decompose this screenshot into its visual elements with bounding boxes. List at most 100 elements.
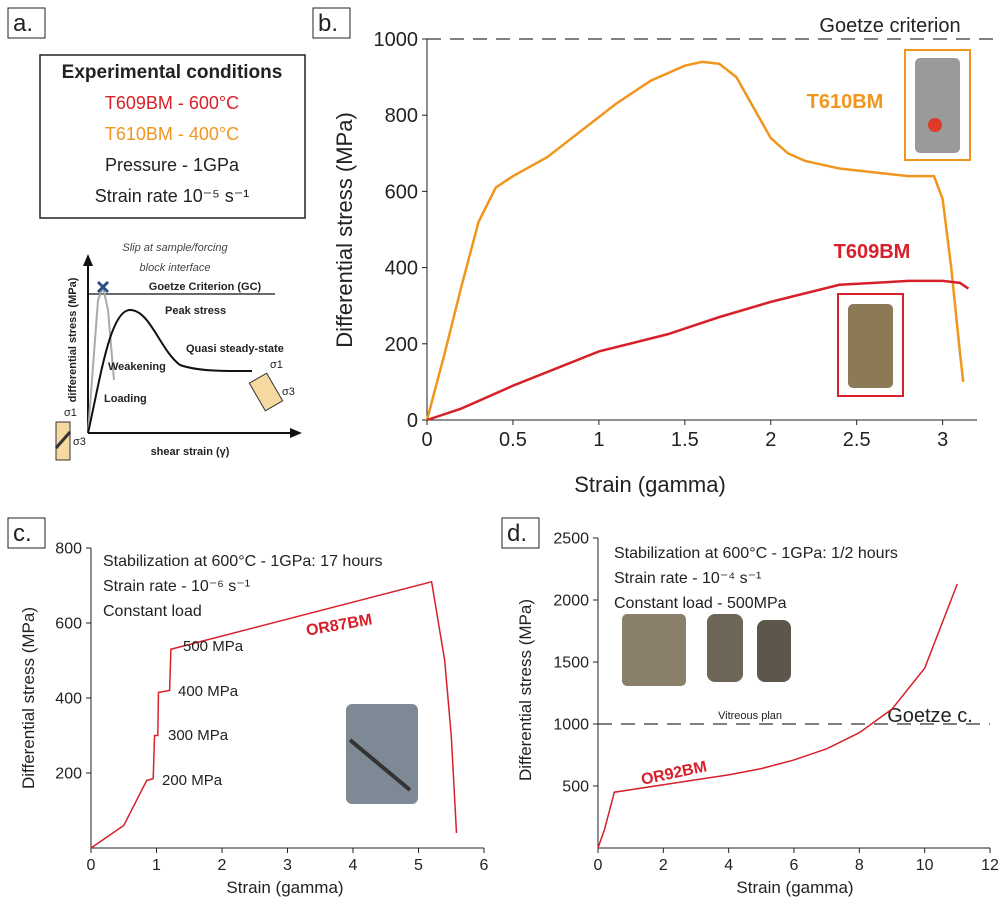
y-tick-label: 800	[55, 541, 82, 558]
arrow	[290, 428, 302, 438]
x-tick-label: 1	[593, 429, 604, 451]
photo	[757, 620, 791, 682]
x-tick-label: 2.5	[843, 429, 871, 451]
photo	[348, 738, 412, 792]
conditions-box	[39, 54, 306, 219]
x-tick-label: 0	[594, 857, 603, 874]
arrow	[83, 254, 93, 266]
schematic-curve	[87, 308, 253, 434]
sample-icon	[248, 372, 284, 412]
sample-icon	[54, 431, 72, 449]
annotation: 500 MPa	[183, 638, 244, 655]
x-tick-label: 8	[855, 857, 864, 874]
y-tick-label: 200	[385, 334, 418, 356]
y-tick-label: 2500	[553, 531, 589, 548]
data-line	[90, 580, 458, 849]
y-tick-label: 600	[385, 181, 418, 203]
x-tick-label: 2	[659, 857, 668, 874]
x-axis-label: Strain (gamma)	[574, 472, 726, 497]
series-label: T609BM	[834, 241, 911, 263]
x-axis-label: Strain (gamma)	[226, 878, 343, 897]
y-tick-label: 500	[562, 779, 589, 796]
annotation: Strain rate - 10⁻⁴ s⁻¹	[614, 570, 761, 587]
photo	[915, 58, 960, 153]
reference-label: Goetze c.	[887, 705, 973, 727]
y-tick-label: 200	[55, 766, 82, 783]
photo-frame	[904, 49, 971, 161]
label-box	[501, 517, 540, 549]
x-tick-label: 6	[480, 857, 489, 874]
condition: T610BM - 400°C	[105, 124, 239, 144]
x-tick-label: 1.5	[671, 429, 699, 451]
data-line	[425, 60, 965, 421]
y-tick-label: 400	[385, 258, 418, 280]
y-axis-label: Differential stress (MPa)	[19, 607, 38, 789]
x-tick-label: 4	[349, 857, 358, 874]
schematic-label: σ1	[64, 407, 77, 419]
schematic-label: differential stress (MPa)	[67, 277, 79, 402]
x-tick-label: 0.5	[499, 429, 527, 451]
x-tick-label: 5	[414, 857, 423, 874]
schematic-label: Weakening	[108, 361, 166, 373]
series-label: T610BM	[807, 91, 884, 113]
y-tick-label: 2000	[553, 593, 589, 610]
condition: T609BM - 600°C	[105, 93, 239, 113]
annotation: Constant load	[103, 603, 202, 620]
schematic-label: Goetze Criterion (GC)	[149, 281, 262, 293]
y-tick-label: 400	[55, 691, 82, 708]
panel-label: d.	[507, 520, 527, 547]
y-tick-label: 1000	[553, 717, 589, 734]
condition: Strain rate 10⁻⁵ s⁻¹	[95, 186, 250, 206]
schematic-label: Quasi steady-state	[186, 343, 284, 355]
series-label: OR92BM	[640, 758, 709, 788]
photo	[707, 614, 743, 682]
schematic: Slip at sample/forcing block interface G…	[54, 242, 302, 461]
x-tick-label: 12	[981, 857, 999, 874]
x-tick-label: 2	[765, 429, 776, 451]
photo	[622, 614, 686, 686]
photo	[346, 704, 418, 804]
schematic-label: Slip at sample/forcing	[122, 242, 228, 254]
panel-label: c.	[13, 520, 32, 547]
annotation: Stabilization at 600°C - 1GPa: 1/2 hours	[614, 545, 898, 562]
conditions-title: Experimental conditions	[62, 62, 283, 83]
label-box	[7, 517, 46, 549]
x-tick-label: 2	[218, 857, 227, 874]
y-tick-label: 1500	[553, 655, 589, 672]
schematic-label: σ3	[73, 436, 86, 448]
x-tick-label: 0	[87, 857, 96, 874]
schematic-label: block interface	[140, 262, 211, 274]
annotation: 300 MPa	[168, 727, 229, 744]
photo	[848, 304, 893, 388]
reference-label: Goetze criterion	[819, 15, 960, 37]
schematic-label: Loading	[104, 393, 147, 405]
schematic-label: Peak stress	[165, 305, 226, 317]
series-label: OR87BM	[305, 611, 374, 639]
data-line	[426, 279, 970, 422]
schematic-label: shear strain (γ)	[151, 446, 230, 458]
x-tick-label: 1	[152, 857, 161, 874]
x-tick-label: 10	[916, 857, 934, 874]
x-axis-label: Strain (gamma)	[736, 878, 853, 897]
x-tick-label: 6	[790, 857, 799, 874]
annotation: 200 MPa	[162, 772, 223, 789]
y-axis-label: Differential stress (MPa)	[516, 599, 535, 781]
y-tick-label: 0	[407, 410, 418, 432]
annotation: 400 MPa	[178, 683, 239, 700]
annotation: Stabilization at 600°C - 1GPa: 17 hours	[103, 553, 382, 570]
annotation: Vitreous plan	[718, 710, 782, 722]
annotation: Constant load - 500MPa	[614, 595, 787, 612]
x-tick-label: 3	[283, 857, 292, 874]
y-axis-label: Differential stress (MPa)	[332, 112, 357, 348]
x-tick-label: 4	[724, 857, 733, 874]
x-tick-label: 3	[937, 429, 948, 451]
annotation: Strain rate - 10⁻⁶ s⁻¹	[103, 578, 250, 595]
schematic-label: σ3	[282, 386, 295, 398]
photo-frame	[837, 293, 904, 397]
label-box	[7, 7, 46, 39]
condition: Pressure - 1GPa	[105, 155, 240, 175]
y-tick-label: 600	[55, 616, 82, 633]
y-tick-label: 1000	[374, 29, 419, 51]
data-line	[597, 583, 959, 849]
